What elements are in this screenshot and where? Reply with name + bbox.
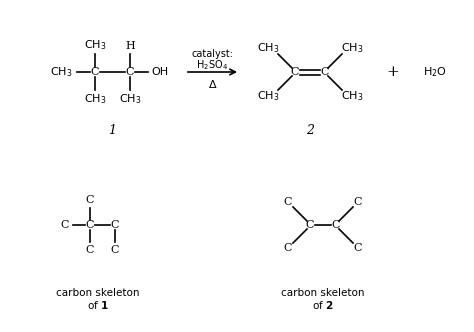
Text: C: C xyxy=(126,67,134,77)
Text: C: C xyxy=(354,197,362,207)
Text: CH$_3$: CH$_3$ xyxy=(50,65,72,79)
Text: CH$_3$: CH$_3$ xyxy=(341,89,363,103)
Text: C: C xyxy=(291,67,299,77)
Text: carbon skeleton: carbon skeleton xyxy=(56,288,139,298)
Text: OH: OH xyxy=(151,67,169,77)
Text: 1: 1 xyxy=(109,124,117,136)
Text: 2: 2 xyxy=(306,124,314,136)
Text: C: C xyxy=(61,220,69,230)
Text: C: C xyxy=(111,220,119,230)
Text: of $\mathbf{1}$: of $\mathbf{1}$ xyxy=(87,299,109,311)
Text: C: C xyxy=(86,245,94,255)
Text: +: + xyxy=(387,65,400,79)
Text: H: H xyxy=(125,41,135,51)
Text: H$_2$SO$_4$: H$_2$SO$_4$ xyxy=(197,58,228,72)
Text: carbon skeleton: carbon skeleton xyxy=(281,288,365,298)
Text: CH$_3$: CH$_3$ xyxy=(84,38,106,52)
Text: C: C xyxy=(111,245,119,255)
Text: C: C xyxy=(332,220,340,230)
Text: CH$_3$: CH$_3$ xyxy=(119,92,141,106)
Text: CH$_3$: CH$_3$ xyxy=(257,89,279,103)
Text: of $\mathbf{2}$: of $\mathbf{2}$ xyxy=(312,299,334,311)
Text: C: C xyxy=(86,195,94,205)
Text: C: C xyxy=(284,197,292,207)
Text: H$_2$O: H$_2$O xyxy=(423,65,447,79)
Text: $\Delta$: $\Delta$ xyxy=(208,78,217,90)
Text: C: C xyxy=(321,67,329,77)
Text: CH$_3$: CH$_3$ xyxy=(84,92,106,106)
Text: C: C xyxy=(91,67,99,77)
Text: C: C xyxy=(284,243,292,253)
Text: CH$_3$: CH$_3$ xyxy=(257,41,279,55)
Text: catalyst:: catalyst: xyxy=(191,49,234,59)
Text: CH$_3$: CH$_3$ xyxy=(341,41,363,55)
Text: C: C xyxy=(354,243,362,253)
Text: C: C xyxy=(86,220,94,230)
Text: C: C xyxy=(306,220,314,230)
